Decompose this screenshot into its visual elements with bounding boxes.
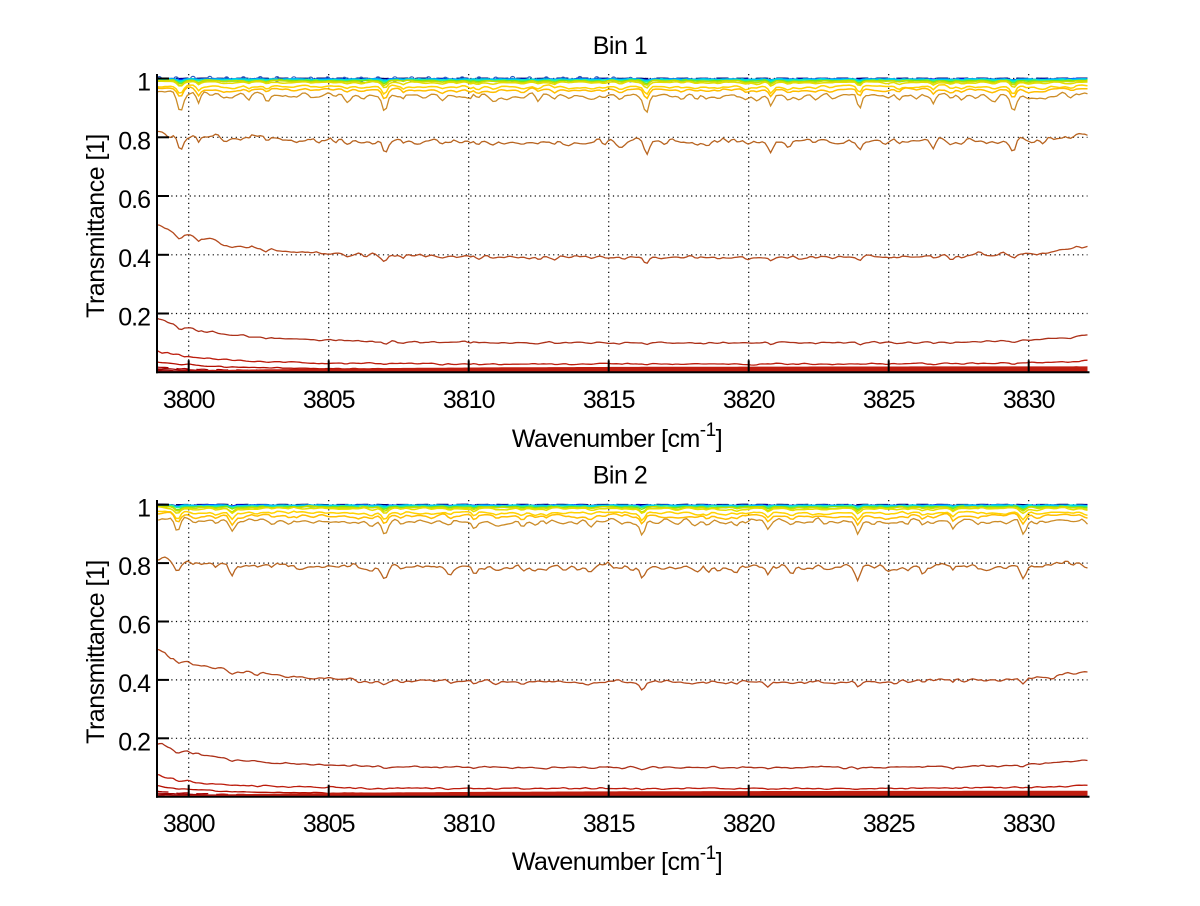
svg-text:0.6: 0.6 — [118, 186, 150, 214]
svg-text:3805: 3805 — [303, 810, 355, 838]
svg-text:Wavenumber [cm-1]: Wavenumber [cm-1] — [512, 420, 722, 453]
svg-text:1: 1 — [137, 69, 150, 97]
svg-text:3825: 3825 — [863, 386, 915, 414]
svg-text:Wavenumber [cm-1]: Wavenumber [cm-1] — [512, 843, 722, 876]
svg-text:3800: 3800 — [163, 810, 215, 838]
svg-text:Transmittance [1]: Transmittance [1] — [82, 560, 110, 744]
svg-text:1: 1 — [137, 495, 150, 523]
svg-text:3820: 3820 — [723, 386, 775, 414]
svg-text:Bin 1: Bin 1 — [593, 32, 647, 60]
svg-text:3825: 3825 — [863, 810, 915, 838]
svg-text:3830: 3830 — [1003, 810, 1055, 838]
svg-text:Transmittance [1]: Transmittance [1] — [82, 134, 110, 318]
svg-text:0.4: 0.4 — [118, 670, 151, 698]
svg-text:0.8: 0.8 — [118, 553, 150, 581]
svg-text:3815: 3815 — [583, 386, 635, 414]
svg-text:0.2: 0.2 — [118, 728, 150, 756]
svg-text:3810: 3810 — [443, 386, 495, 414]
svg-text:0.2: 0.2 — [118, 304, 150, 332]
svg-text:0.8: 0.8 — [118, 127, 150, 155]
svg-text:Bin 2: Bin 2 — [593, 462, 647, 490]
svg-text:3830: 3830 — [1003, 386, 1055, 414]
svg-text:0.6: 0.6 — [118, 612, 150, 640]
svg-text:3810: 3810 — [443, 810, 495, 838]
svg-text:0.4: 0.4 — [118, 245, 151, 273]
svg-text:3805: 3805 — [303, 386, 355, 414]
svg-text:3815: 3815 — [583, 810, 635, 838]
svg-text:3820: 3820 — [723, 810, 775, 838]
svg-text:3800: 3800 — [163, 386, 215, 414]
